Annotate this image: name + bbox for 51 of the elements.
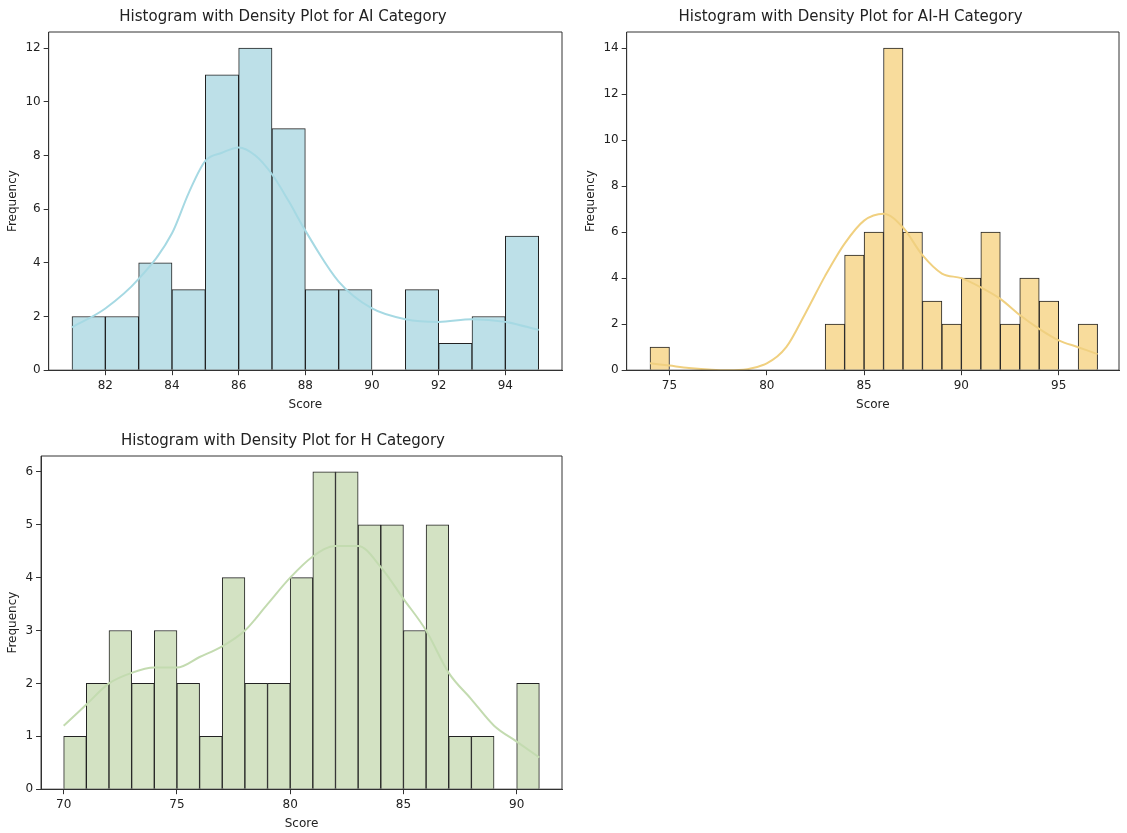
y-tick-label: 4 <box>611 270 619 285</box>
x-axis-title: Score <box>856 396 890 411</box>
y-tick-label: 12 <box>603 86 619 101</box>
x-tick-label: 85 <box>395 796 412 811</box>
y-tick-label: 0 <box>33 362 41 377</box>
chart-title: Histogram with Density Plot for AI-H Category <box>678 6 1023 25</box>
x-tick-label: 94 <box>497 377 513 392</box>
y-axis-title: Frequency <box>583 170 598 233</box>
x-tick-label: 84 <box>164 377 180 392</box>
y-tick-label: 6 <box>25 463 34 478</box>
line-series <box>62 544 541 759</box>
y-tick-label: 8 <box>611 178 619 193</box>
y-tick-label: 8 <box>33 147 41 162</box>
chart-title: Histogram with Density Plot for AI Category <box>119 6 447 25</box>
x-tick-label: 80 <box>759 377 775 392</box>
y-tick-label: 2 <box>25 675 34 690</box>
y-tick-label: 4 <box>25 569 34 584</box>
x-tick-label: 92 <box>431 377 447 392</box>
y-tick-label: 10 <box>603 132 619 147</box>
y-axis-title: Frequency <box>5 591 20 654</box>
y-tick-label: 1 <box>25 728 34 743</box>
y-tick-label: 6 <box>611 224 619 239</box>
chart-title: Histogram with Density Plot for H Category <box>121 430 446 449</box>
y-tick-label: 2 <box>33 308 41 323</box>
x-tick-label: 86 <box>231 377 247 392</box>
x-tick-label: 80 <box>282 796 298 811</box>
y-tick-label: 10 <box>25 93 41 108</box>
y-tick-label: 14 <box>603 40 619 55</box>
line-series <box>649 212 1099 371</box>
x-tick-label: 90 <box>953 377 970 392</box>
y-tick-label: 0 <box>25 781 34 796</box>
line-series <box>71 146 540 331</box>
x-tick-label: 75 <box>661 377 678 392</box>
y-tick-label: 6 <box>33 201 41 216</box>
y-tick-label: 12 <box>25 40 41 55</box>
y-tick-label: 4 <box>33 254 41 269</box>
x-tick-label: 88 <box>297 377 313 392</box>
x-tick-label: 70 <box>56 796 72 811</box>
y-tick-label: 5 <box>25 516 34 531</box>
x-tick-label: 75 <box>169 796 185 811</box>
y-tick-label: 0 <box>611 362 619 377</box>
y-tick-label: 2 <box>611 316 619 331</box>
x-axis-title: Score <box>288 396 323 411</box>
x-tick-label: 90 <box>509 796 525 811</box>
x-tick-label: 82 <box>97 377 113 392</box>
y-tick-label: 3 <box>25 622 34 637</box>
x-tick-label: 95 <box>1051 377 1067 392</box>
x-axis-title: Score <box>284 815 319 830</box>
x-tick-label: 90 <box>364 377 380 392</box>
y-axis-title: Frequency <box>5 170 20 233</box>
x-tick-label: 85 <box>856 377 872 392</box>
